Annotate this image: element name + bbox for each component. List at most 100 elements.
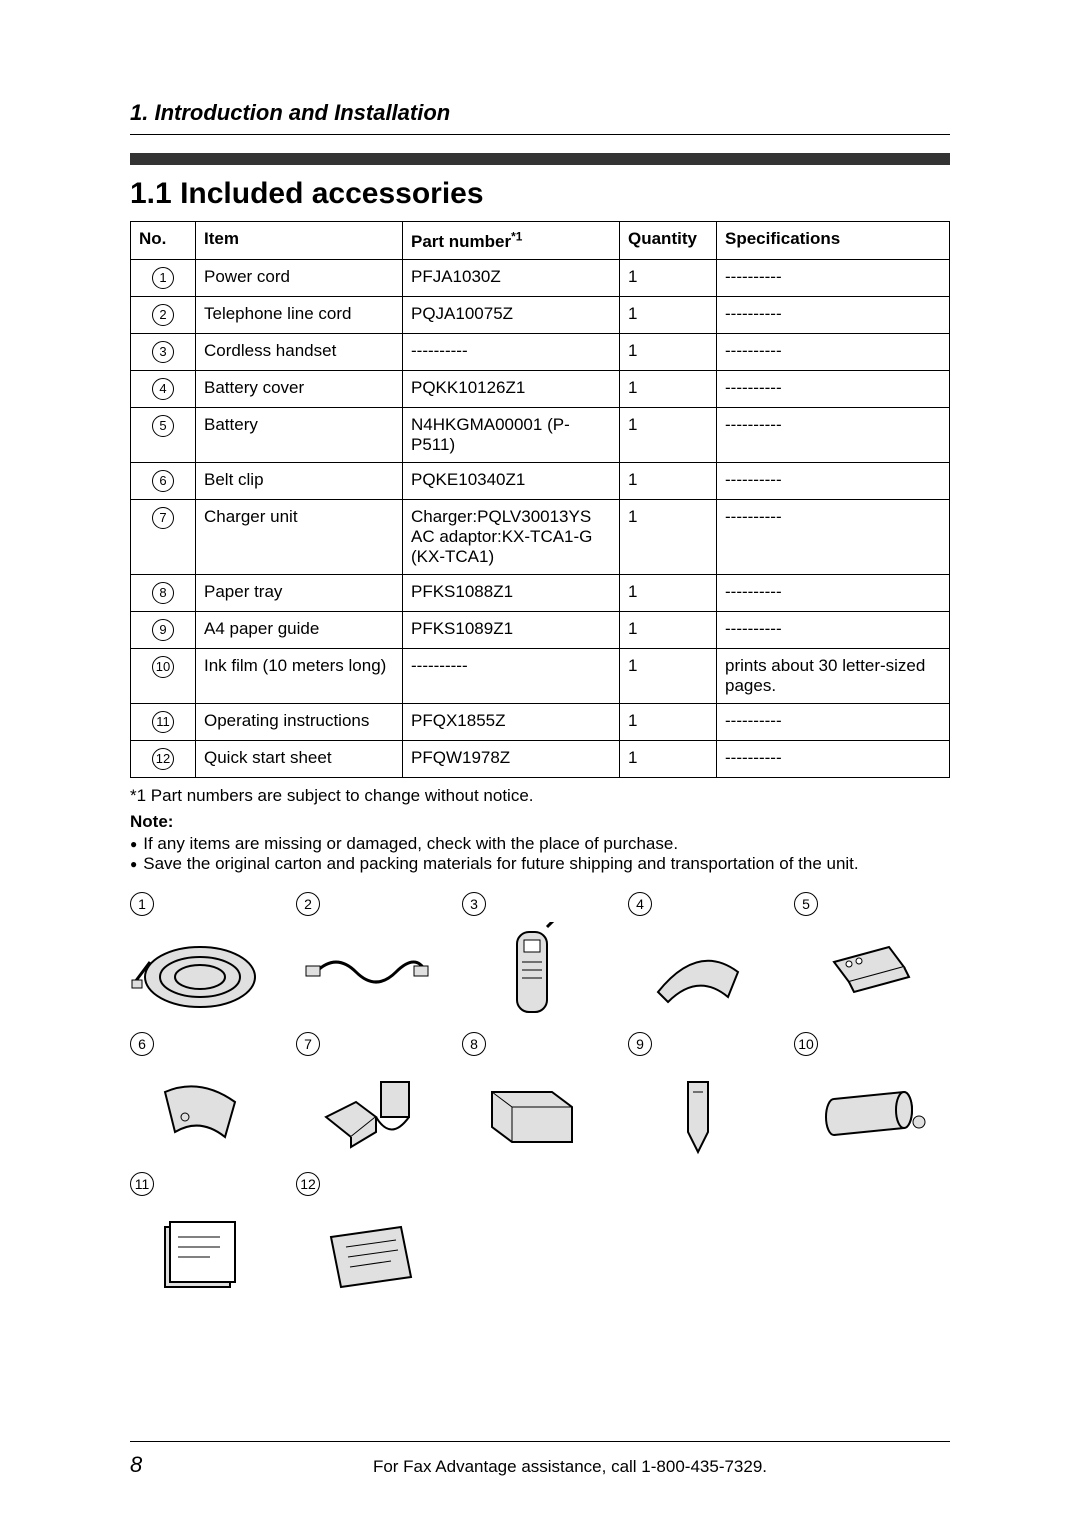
accessory-illustration-1 [130, 922, 270, 1022]
cell-spec: ---------- [717, 407, 950, 462]
circled-number-icon: 3 [462, 892, 486, 916]
cell-qty: 1 [620, 370, 717, 407]
cell-part: ---------- [403, 648, 620, 703]
accessories-table: No. Item Part number*1 Quantity Specific… [130, 221, 950, 778]
table-row: 3Cordless handset----------1---------- [131, 333, 950, 370]
circled-number-icon: 3 [152, 341, 174, 363]
cell-spec: ---------- [717, 574, 950, 611]
circled-number-icon: 9 [628, 1032, 652, 1056]
section-title: 1.1 Included accessories [130, 177, 950, 211]
rule-thin [130, 134, 950, 135]
table-row: 10Ink film (10 meters long)----------1pr… [131, 648, 950, 703]
chapter-title: 1. Introduction and Installation [130, 100, 950, 126]
table-row: 5BatteryN4HKGMA00001 (P-P511)1---------- [131, 407, 950, 462]
circled-number-icon: 9 [152, 619, 174, 641]
cell-item: Battery [196, 407, 403, 462]
cell-qty: 1 [620, 703, 717, 740]
cell-spec: ---------- [717, 611, 950, 648]
illustrations: 123456789101112 [130, 892, 950, 1302]
note-item: Save the original carton and packing mat… [130, 854, 950, 874]
cell-spec: ---------- [717, 296, 950, 333]
col-spec: Specifications [717, 222, 950, 260]
illustration-cell: 1 [130, 892, 270, 1022]
cell-part: PFKS1089Z1 [403, 611, 620, 648]
illustration-cell: 11 [130, 1172, 270, 1302]
circled-number-icon: 7 [296, 1032, 320, 1056]
cell-part: ---------- [403, 333, 620, 370]
cell-part: PFJA1030Z [403, 259, 620, 296]
accessory-illustration-2 [296, 922, 436, 1022]
cell-part: PFQW1978Z [403, 740, 620, 777]
cell-qty: 1 [620, 462, 717, 499]
illustration-cell: 6 [130, 1032, 270, 1162]
cell-item: Power cord [196, 259, 403, 296]
cell-qty: 1 [620, 740, 717, 777]
illustration-cell: 5 [794, 892, 934, 1022]
cell-no: 12 [131, 740, 196, 777]
note-item: If any items are missing or damaged, che… [130, 834, 950, 854]
cell-spec: ---------- [717, 740, 950, 777]
table-row: 6Belt clipPQKE10340Z11---------- [131, 462, 950, 499]
cell-no: 8 [131, 574, 196, 611]
circled-number-icon: 11 [152, 711, 174, 733]
cell-item: Battery cover [196, 370, 403, 407]
circled-number-icon: 8 [462, 1032, 486, 1056]
cell-item: Operating instructions [196, 703, 403, 740]
accessory-illustration-4 [628, 922, 768, 1022]
circled-number-icon: 6 [130, 1032, 154, 1056]
section-name: Included accessories [180, 177, 484, 210]
illustration-cell: 10 [794, 1032, 934, 1162]
cell-no: 3 [131, 333, 196, 370]
cell-part: PQKK10126Z1 [403, 370, 620, 407]
table-row: 4Battery coverPQKK10126Z11---------- [131, 370, 950, 407]
cell-spec: ---------- [717, 499, 950, 574]
cell-item: Cordless handset [196, 333, 403, 370]
illustration-cell: 2 [296, 892, 436, 1022]
circled-number-icon: 5 [152, 415, 174, 437]
footer-text: For Fax Advantage assistance, call 1-800… [190, 1457, 950, 1477]
cell-spec: ---------- [717, 259, 950, 296]
accessory-illustration-5 [794, 922, 934, 1022]
accessory-illustration-9 [628, 1062, 768, 1162]
accessory-illustration-3 [462, 922, 602, 1022]
section-number: 1.1 [130, 177, 172, 210]
illustration-cell: 12 [296, 1172, 436, 1302]
circled-number-icon: 4 [628, 892, 652, 916]
circled-number-icon: 8 [152, 582, 174, 604]
cell-spec: ---------- [717, 370, 950, 407]
cell-no: 2 [131, 296, 196, 333]
cell-qty: 1 [620, 574, 717, 611]
cell-item: Belt clip [196, 462, 403, 499]
illustration-cell: 7 [296, 1032, 436, 1162]
cell-no: 7 [131, 499, 196, 574]
circled-number-icon: 2 [152, 304, 174, 326]
table-row: 9A4 paper guidePFKS1089Z11---------- [131, 611, 950, 648]
cell-qty: 1 [620, 499, 717, 574]
illustration-cell: 9 [628, 1032, 768, 1162]
circled-number-icon: 11 [130, 1172, 154, 1196]
cell-item: A4 paper guide [196, 611, 403, 648]
cell-qty: 1 [620, 648, 717, 703]
col-part-text: Part number*1 [411, 232, 522, 251]
table-row: 12Quick start sheetPFQW1978Z1---------- [131, 740, 950, 777]
footnote: *1 Part numbers are subject to change wi… [130, 786, 950, 806]
circled-number-icon: 12 [152, 748, 174, 770]
footer: 8 For Fax Advantage assistance, call 1-8… [130, 1441, 950, 1478]
cell-item: Ink film (10 meters long) [196, 648, 403, 703]
cell-part: N4HKGMA00001 (P-P511) [403, 407, 620, 462]
cell-item: Telephone line cord [196, 296, 403, 333]
page-number: 8 [130, 1452, 190, 1478]
cell-spec: ---------- [717, 333, 950, 370]
cell-qty: 1 [620, 259, 717, 296]
col-part: Part number*1 [403, 222, 620, 260]
cell-part: Charger:PQLV30013YSAC adaptor:KX-TCA1-G(… [403, 499, 620, 574]
circled-number-icon: 2 [296, 892, 320, 916]
circled-number-icon: 1 [130, 892, 154, 916]
cell-spec: ---------- [717, 703, 950, 740]
table-row: 2Telephone line cordPQJA10075Z1---------… [131, 296, 950, 333]
illustration-cell: 4 [628, 892, 768, 1022]
cell-no: 9 [131, 611, 196, 648]
table-row: 8Paper trayPFKS1088Z11---------- [131, 574, 950, 611]
note-list: If any items are missing or damaged, che… [130, 834, 950, 874]
cell-part: PFQX1855Z [403, 703, 620, 740]
